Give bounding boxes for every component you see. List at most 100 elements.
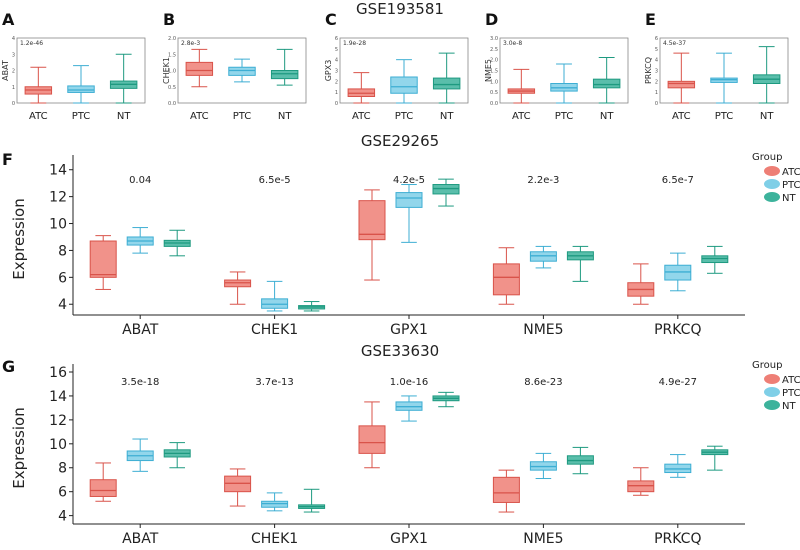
small-panels: A 0 1 2 3 4 1.2e-46 ABAT ATC PTC NT B 0.0 0.5 1.0 1.5 2.…: [1, 10, 789, 122]
legend-label: PTC: [782, 180, 800, 191]
legend-swatch-nt: [764, 400, 780, 410]
y-axis-label: Expression: [10, 407, 28, 488]
x-tick-label: PTC: [555, 111, 574, 122]
y-tick-label: 1.0: [168, 69, 176, 75]
box-chek1-atc-box: [224, 279, 252, 288]
x-tick-label: ATC: [352, 111, 371, 122]
legend-label: ATC: [782, 167, 800, 178]
y-tick-label: 1: [655, 90, 658, 96]
box-ptc-box: [228, 66, 256, 76]
y-tick-label: 4: [58, 509, 67, 525]
p-value: 4.5e-37: [663, 40, 686, 47]
x-tick-label: CHEK1: [251, 322, 298, 338]
y-axis-label: NME5: [484, 59, 493, 82]
p-value: 1.2e-46: [20, 40, 43, 47]
legend-swatch-atc: [764, 374, 780, 384]
y-tick-label: 8: [58, 461, 67, 477]
x-tick-label: PTC: [395, 111, 414, 122]
y-tick-label: 1: [12, 85, 15, 91]
x-tick-label: PTC: [233, 111, 252, 122]
y-tick-label: 4: [655, 58, 658, 64]
y-tick-label: 6: [58, 270, 67, 286]
y-tick-label: 8: [58, 243, 67, 259]
x-tick-label: ATC: [29, 111, 48, 122]
panel-f: F GSE29265 4 6 8 10 12 14 Expression ABAT 0.04 CHEK…: [2, 132, 800, 338]
x-tick-label: NT: [600, 111, 614, 122]
y-tick-label: 0.0: [168, 101, 176, 107]
y-tick-label: 2.0: [490, 58, 498, 64]
panel-letter: B: [163, 10, 175, 29]
box-nme5-atc-box: [492, 263, 520, 296]
y-tick-label: 1.5: [168, 52, 176, 58]
y-axis-label: PRKCQ: [644, 57, 653, 84]
panel-letter: D: [485, 10, 498, 29]
y-tick-label: 10: [49, 437, 67, 453]
panel-letter: G: [2, 357, 15, 376]
y-tick-label: 0: [335, 101, 338, 107]
y-tick-label: 0: [12, 101, 15, 107]
large-panels: F GSE29265 4 6 8 10 12 14 Expression ABAT 0.04 CHEK…: [2, 132, 800, 547]
x-tick-label: PTC: [72, 111, 91, 122]
y-tick-label: 14: [49, 389, 67, 405]
legend-swatch-atc: [764, 166, 780, 176]
box-nt-box: [592, 78, 621, 89]
x-tick-label: GPX1: [390, 322, 428, 338]
panel-d: D 0.0 0.5 1.0 1.5 2.0 2.5 3.0 3.0e-8 NME5 ATC PTC NT: [484, 10, 629, 122]
x-tick-label: NT: [117, 111, 131, 122]
y-tick-label: 12: [49, 190, 67, 206]
box-chek1-ptc-box: [261, 298, 289, 309]
panel-letter: F: [2, 150, 13, 169]
x-tick-label: ABAT: [122, 322, 159, 338]
y-tick-label: 0.5: [490, 90, 498, 96]
panel-letter: C: [325, 10, 337, 29]
panel-a: A 0 1 2 3 4 1.2e-46 ABAT ATC PTC NT: [1, 10, 146, 122]
box-ptc-box: [67, 85, 95, 93]
p-value: 3.0e-8: [503, 40, 522, 47]
y-tick-label: 5: [655, 47, 658, 53]
panel-c: C 0 1 2 3 4 5 6 1.9e-28 GPX3 ATC PTC NT: [324, 10, 469, 122]
y-tick-label: 0: [655, 101, 658, 107]
x-tick-label: GPX1: [390, 531, 428, 547]
y-tick-label: 14: [49, 163, 67, 179]
legend-label: PTC: [782, 388, 800, 399]
y-axis-label: Expression: [10, 198, 28, 279]
p-value: 2.2e-3: [527, 175, 559, 186]
box-atc-box: [185, 61, 214, 76]
x-tick-label: NME5: [523, 531, 563, 547]
box-ptc-box: [390, 76, 418, 94]
p-value: 8.6e-23: [524, 377, 562, 388]
y-tick-label: 2.0: [168, 36, 176, 42]
y-tick-label: 6: [655, 36, 658, 42]
y-tick-label: 3: [12, 52, 15, 58]
y-tick-label: 0.0: [490, 101, 498, 107]
box-nme5-ptc-box: [529, 251, 557, 262]
legend-swatch-nt: [764, 192, 780, 202]
y-tick-label: 0.5: [168, 85, 176, 91]
y-tick-label: 16: [49, 365, 67, 381]
y-tick-label: 4: [12, 36, 15, 42]
x-tick-label: NT: [440, 111, 454, 122]
x-tick-label: PTC: [715, 111, 734, 122]
p-value: 6.5e-7: [662, 175, 694, 186]
x-tick-label: ABAT: [122, 531, 159, 547]
x-tick-label: ATC: [190, 111, 209, 122]
panel-frame: [177, 37, 307, 104]
box-prkcq-ptc-box: [664, 264, 692, 281]
panel-b: B 0.0 0.5 1.0 1.5 2.0 2.8e-3 CHEK1 ATC PTC NT: [162, 10, 307, 122]
x-tick-label: ATC: [512, 111, 531, 122]
legend-label: NT: [782, 193, 796, 204]
y-tick-label: 2.5: [490, 47, 498, 53]
panel-g: G GSE33630 4 6 8 10 12 14 16 Expression ABAT 3.5e-1…: [2, 342, 800, 547]
y-tick-label: 10: [49, 217, 67, 233]
box-nt-box: [432, 77, 461, 90]
legend-swatch-ptc: [764, 387, 780, 397]
y-axis-label: GPX3: [324, 60, 333, 82]
y-tick-label: 6: [58, 485, 67, 501]
p-value: 4.9e-27: [659, 377, 697, 388]
p-value: 3.5e-18: [121, 377, 159, 388]
y-tick-label: 2: [655, 79, 658, 85]
p-value: 1.9e-28: [343, 40, 366, 47]
y-tick-label: 1: [335, 90, 338, 96]
